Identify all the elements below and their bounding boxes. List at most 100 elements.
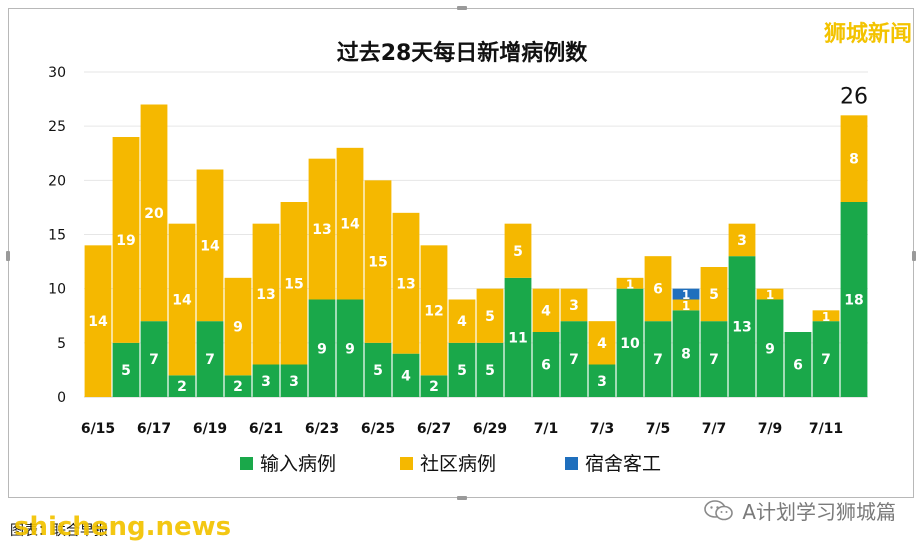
legend-label: 社区病例 <box>420 453 496 475</box>
y-tick-label: 5 <box>57 336 66 352</box>
brand-watermark-top: 狮城新闻 <box>823 22 912 47</box>
x-tick-label: 6/25 <box>361 421 395 437</box>
bar-segment-imported <box>336 299 364 397</box>
x-tick-label: 7/9 <box>758 421 783 437</box>
bar-segment-community <box>364 180 392 343</box>
data-label: 8 <box>849 152 859 168</box>
data-label: 18 <box>844 293 863 309</box>
bar-segment-community <box>672 299 700 311</box>
bar-segment-imported <box>280 364 308 397</box>
data-label: 3 <box>289 374 299 390</box>
resize-handle-bottom[interactable] <box>457 496 467 500</box>
bar-segment-imported <box>420 375 448 397</box>
bar-segment-imported <box>112 342 140 397</box>
bar-segment-imported <box>700 321 728 397</box>
data-label: 2 <box>233 379 243 395</box>
y-tick-label: 15 <box>48 228 66 244</box>
bar-segment-community <box>756 288 784 300</box>
bar-segment-imported <box>196 321 224 397</box>
data-label: 9 <box>317 341 327 357</box>
data-label: 7 <box>709 352 719 368</box>
data-label: 9 <box>233 320 243 336</box>
data-label: 5 <box>457 363 467 379</box>
bar-segment-imported <box>756 299 784 397</box>
data-label: 7 <box>149 352 159 368</box>
bar-segment-imported <box>672 310 700 397</box>
bar-segment-community <box>588 321 616 365</box>
x-tick-label: 6/27 <box>417 421 451 437</box>
data-label: 1 <box>682 288 690 302</box>
y-tick-label: 0 <box>57 390 66 406</box>
data-label: 4 <box>597 336 607 352</box>
legend-label: 输入病例 <box>260 453 336 475</box>
bar-segment-community <box>140 104 168 322</box>
bar-segment-community <box>840 115 868 202</box>
bar-segment-imported <box>392 353 420 397</box>
bar-segment-imported <box>448 342 476 397</box>
data-label: 4 <box>541 303 551 319</box>
data-label: 8 <box>681 347 691 363</box>
data-label: 3 <box>569 298 579 314</box>
data-label: 12 <box>424 303 443 319</box>
data-label: 14 <box>88 314 108 330</box>
resize-handle-left[interactable] <box>6 251 10 261</box>
x-tick-label: 7/3 <box>590 421 615 437</box>
x-tick-label: 7/1 <box>534 421 559 437</box>
data-label: 13 <box>312 222 331 238</box>
bar-segment-imported <box>224 375 252 397</box>
bar-segment-community <box>224 277 252 376</box>
legend-label: 宿舍客工 <box>585 453 661 475</box>
data-label: 1 <box>682 299 690 313</box>
data-label: 14 <box>340 217 360 233</box>
x-tick-label: 7/7 <box>702 421 727 437</box>
bar-segment-community <box>196 169 224 322</box>
bar-segment-imported <box>728 256 756 397</box>
data-label: 19 <box>116 233 135 249</box>
data-label: 14 <box>172 293 192 309</box>
y-tick-label: 20 <box>48 173 66 189</box>
bar-segment-imported <box>504 277 532 397</box>
x-tick-label: 6/29 <box>473 421 507 437</box>
bar-segment-dormitory <box>672 288 700 300</box>
bar-segment-imported <box>140 321 168 397</box>
data-label: 4 <box>401 368 411 384</box>
x-tick-label: 6/17 <box>137 421 171 437</box>
data-label: 5 <box>709 287 719 303</box>
bar-segment-community <box>812 310 840 322</box>
data-label: 2 <box>429 379 439 395</box>
data-label: 6 <box>793 358 803 374</box>
x-tick-label: 6/15 <box>81 421 115 437</box>
data-label: 13 <box>732 320 751 336</box>
bar-segment-imported <box>168 375 196 397</box>
data-label: 2 <box>177 379 187 395</box>
x-tick-label: 7/11 <box>809 421 843 437</box>
data-label: 13 <box>396 276 415 292</box>
data-label: 7 <box>205 352 215 368</box>
data-label: 1 <box>822 310 830 324</box>
legend-swatch-dormitory <box>565 457 578 470</box>
data-label: 15 <box>368 255 387 271</box>
bar-segment-community <box>532 288 560 332</box>
x-tick-label: 6/21 <box>249 421 283 437</box>
data-label: 5 <box>373 363 383 379</box>
resize-handle-top[interactable] <box>457 6 467 10</box>
resize-handle-right[interactable] <box>912 251 916 261</box>
data-label: 6 <box>653 282 663 298</box>
data-label: 15 <box>284 276 303 292</box>
bar-segment-community <box>420 245 448 376</box>
data-label: 3 <box>737 233 747 249</box>
data-label: 9 <box>765 341 775 357</box>
legend-swatch-community <box>400 457 413 470</box>
legend-swatch-imported <box>240 457 253 470</box>
bar-segment-community <box>728 223 756 257</box>
y-tick-label: 10 <box>48 282 66 298</box>
x-tick-label: 6/23 <box>305 421 339 437</box>
bar-segment-imported <box>532 332 560 397</box>
data-label: 5 <box>121 363 131 379</box>
bar-segment-community <box>476 288 504 343</box>
data-label: 3 <box>261 374 271 390</box>
bar-segment-community <box>448 299 476 343</box>
data-label: 3 <box>597 374 607 390</box>
brand-watermark-bottom: shicheng.news <box>14 512 232 542</box>
bar-segment-community <box>504 223 532 278</box>
